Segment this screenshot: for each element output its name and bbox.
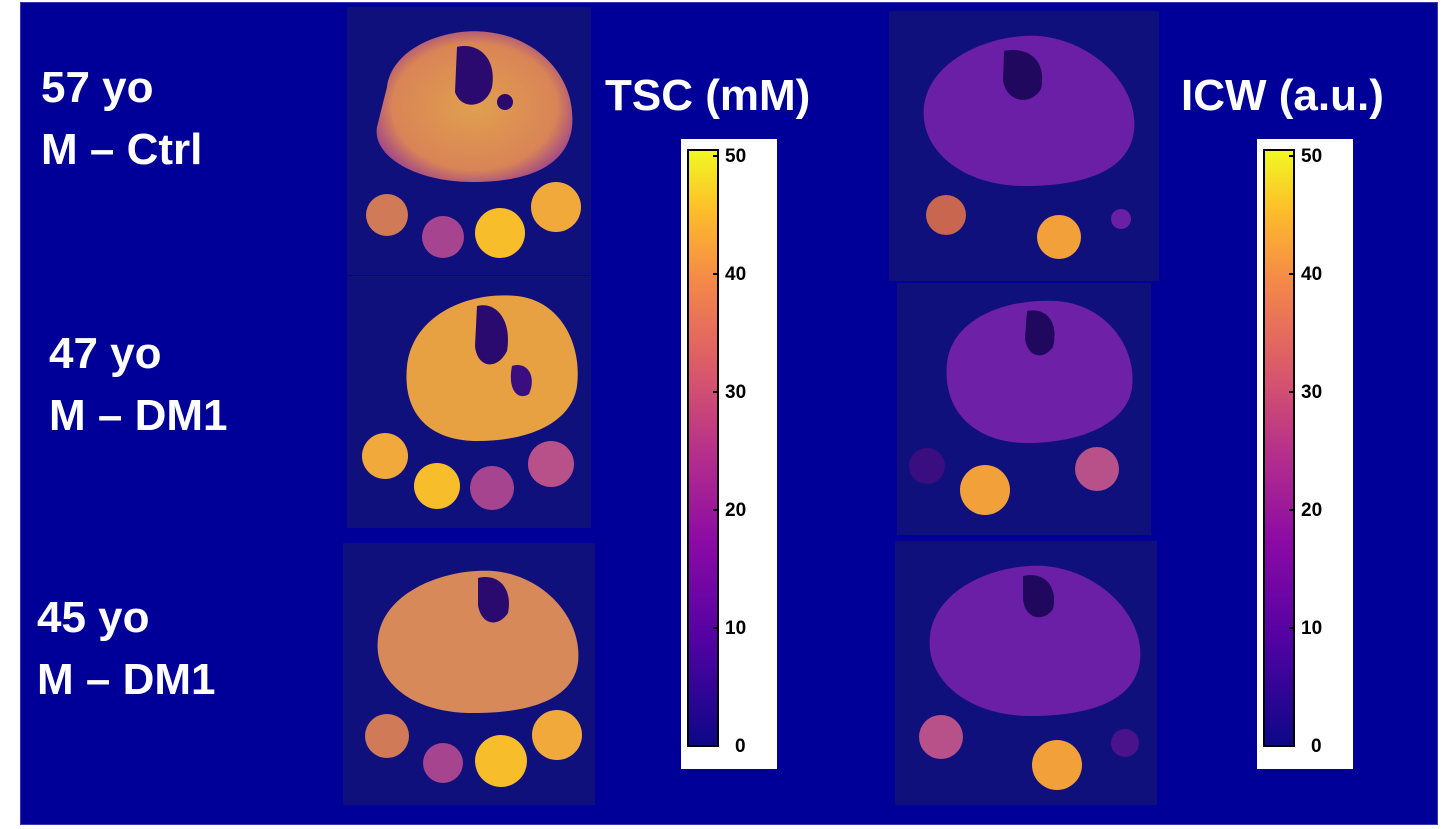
icw-image-row-2 (897, 283, 1151, 535)
icw-tick-label: 20 (1301, 500, 1323, 521)
tsc-tickmark-20 (713, 509, 719, 511)
icw-scan-2 (909, 300, 1133, 515)
row-1-age: 57 yo (41, 63, 154, 112)
tsc-scan-1 (366, 31, 581, 258)
icw-tick-label: 50 (1301, 146, 1323, 167)
icw-colorbar-gradient (1263, 149, 1295, 747)
row-label-1: 57 yo M – Ctrl (41, 59, 202, 179)
tsc-image-row-3 (343, 543, 595, 805)
tsc-tick-label: 10 (725, 618, 747, 639)
tsc-tickmark-50 (713, 155, 719, 157)
row-2-group: M – DM1 (49, 391, 228, 440)
row-2-age: 47 yo (49, 329, 162, 378)
tsc-tick-label: 20 (725, 500, 747, 521)
tsc-scan-2 (362, 295, 578, 510)
row-1-group: M – Ctrl (41, 125, 203, 174)
icw-tickmark-30 (1289, 391, 1295, 393)
icw-tick-label: 10 (1301, 618, 1323, 639)
icw-colorbar: 50 40 30 20 10 0 (1257, 139, 1353, 769)
icw-tick-label: 0 (1311, 736, 1322, 757)
row-3-age: 45 yo (37, 593, 150, 642)
icw-colorbar-title: ICW (a.u.) (1181, 71, 1384, 120)
icw-tickmark-20 (1289, 509, 1295, 511)
slide: 57 yo M – Ctrl 47 yo M – DM1 45 yo M – D… (20, 2, 1438, 825)
tsc-colorbar: 50 40 30 20 10 0 (681, 139, 777, 769)
tsc-tickmark-40 (713, 273, 719, 275)
row-label-2: 47 yo M – DM1 (49, 325, 227, 445)
icw-scan-1 (923, 35, 1135, 259)
tsc-image-row-2 (347, 276, 591, 528)
icw-tickmark-10 (1289, 627, 1295, 629)
icw-tick-label: 30 (1301, 382, 1323, 403)
tsc-tick-label: 50 (725, 146, 747, 167)
icw-tick-label: 40 (1301, 264, 1323, 285)
row-label-3: 45 yo M – DM1 (37, 589, 215, 709)
icw-image-row-1 (889, 11, 1159, 281)
icw-tickmark-40 (1289, 273, 1295, 275)
tsc-colorbar-title: TSC (mM) (605, 71, 811, 120)
tsc-scan-3 (365, 570, 582, 787)
icw-image-row-3 (895, 541, 1157, 805)
row-3-group: M – DM1 (37, 655, 216, 704)
tsc-image-row-1 (347, 7, 591, 275)
tsc-tick-label: 30 (725, 382, 747, 403)
tsc-tick-label: 0 (735, 736, 746, 757)
tsc-colorbar-gradient (687, 149, 719, 747)
icw-tickmark-50 (1289, 155, 1295, 157)
tsc-tickmark-10 (713, 627, 719, 629)
tsc-tickmark-30 (713, 391, 719, 393)
icw-scan-3 (919, 565, 1141, 790)
tsc-tick-label: 40 (725, 264, 747, 285)
